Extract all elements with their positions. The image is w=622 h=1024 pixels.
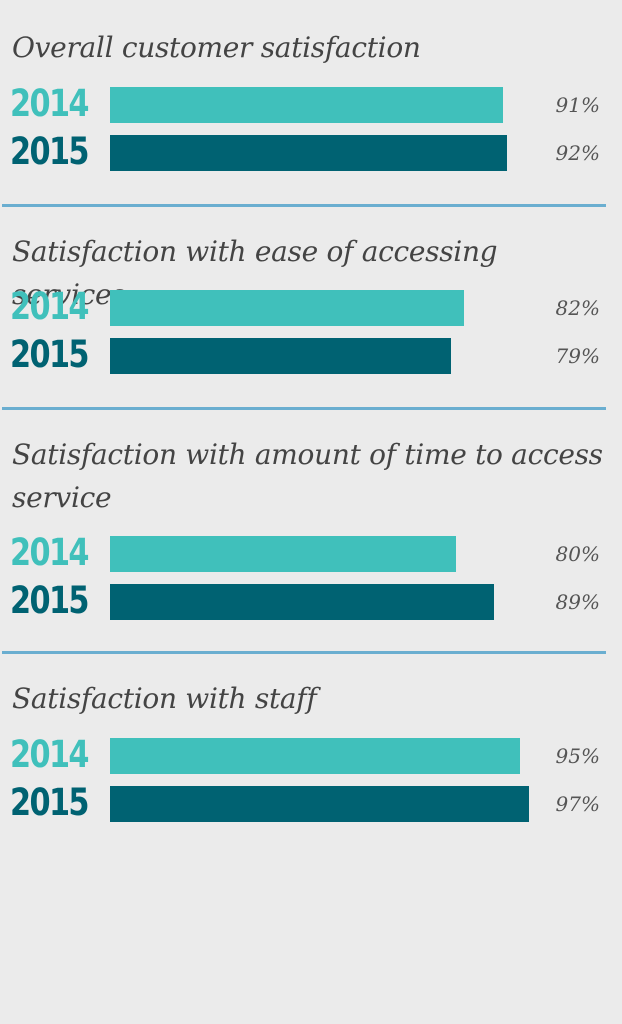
bar-row-2015: 2015 97%: [0, 783, 622, 823]
bar-row-2015: 2015 79%: [0, 335, 622, 375]
bar-2015: [110, 135, 507, 171]
bar-value-label: 80%: [555, 542, 600, 566]
chart-group-title: Satisfaction with staff: [12, 682, 317, 715]
bar-row-2015: 2015 89%: [0, 581, 622, 621]
bar-row-2014: 2014 95%: [0, 735, 622, 775]
bar-row-2014: 2014 91%: [0, 84, 622, 124]
bar-value-label: 91%: [555, 93, 600, 117]
section-divider: [2, 651, 606, 654]
year-label-2014: 2014: [10, 285, 90, 328]
bar-2014: [110, 738, 520, 774]
year-label-2014: 2014: [10, 733, 90, 776]
year-label-2015: 2015: [10, 333, 90, 376]
bar-value-label: 82%: [555, 296, 600, 320]
bar-row-2014: 2014 82%: [0, 287, 622, 327]
bar-2015: [110, 786, 529, 822]
bar-value-label: 79%: [555, 344, 600, 368]
bar-2015: [110, 584, 494, 620]
year-label-2015: 2015: [10, 130, 90, 173]
section-divider: [2, 204, 606, 207]
bar-value-label: 92%: [555, 141, 600, 165]
year-label-2015: 2015: [10, 579, 90, 622]
chart-group-title: Satisfaction with amount of time to acce…: [12, 438, 603, 514]
chart-group-title: Overall customer satisfaction: [12, 31, 421, 64]
section-divider: [2, 407, 606, 410]
bar-2014: [110, 87, 503, 123]
year-label-2014: 2014: [10, 82, 90, 125]
bar-row-2015: 2015 92%: [0, 132, 622, 172]
bar-value-label: 97%: [555, 792, 600, 816]
bar-value-label: 89%: [555, 590, 600, 614]
bar-value-label: 95%: [555, 744, 600, 768]
year-label-2015: 2015: [10, 781, 90, 824]
bar-2014: [110, 536, 456, 572]
chart-group-title: Satisfaction with ease of accessing serv…: [12, 235, 498, 311]
year-label-2014: 2014: [10, 531, 90, 574]
bar-2014: [110, 290, 464, 326]
bar-2015: [110, 338, 451, 374]
bar-row-2014: 2014 80%: [0, 533, 622, 573]
